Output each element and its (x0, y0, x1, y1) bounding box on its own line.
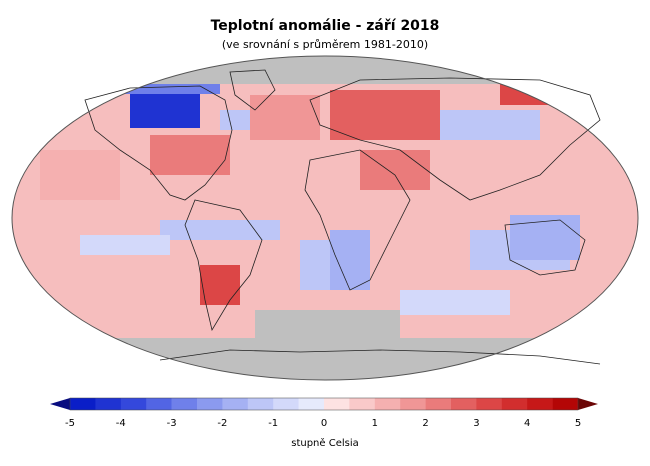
cold-canada (130, 90, 200, 128)
color-scale-tick-label: 5 (574, 418, 582, 429)
color-scale-segment (95, 398, 122, 410)
color-scale-tick-label: -5 (65, 418, 75, 429)
color-scale-segment (298, 398, 325, 410)
warm-north-atlantic (250, 95, 320, 140)
no-data-south-pacific (255, 310, 400, 340)
north-america-outline (84, 85, 233, 201)
cold-tropics-pacific (160, 220, 280, 240)
eurasia-outline (309, 77, 601, 201)
color-scale-segment (527, 398, 553, 410)
color-scale-segment (171, 398, 198, 410)
africa-outline (304, 149, 411, 291)
color-scale-tick-label: 3 (473, 418, 480, 429)
color-scale-segment (222, 398, 249, 410)
color-scale-segment (197, 398, 223, 410)
color-scale-segment (374, 398, 401, 410)
color-scale-tick-label: -3 (166, 418, 177, 429)
color-scale-tick-label: -2 (217, 418, 228, 429)
color-scale-segment (273, 398, 299, 410)
cold-africa (330, 230, 370, 290)
warm-europe (330, 90, 440, 140)
warm-east-usa (150, 135, 230, 175)
color-scale-segment (349, 398, 376, 410)
color-scale-tick-label: 2 (422, 418, 429, 429)
color-scale-segment (324, 398, 350, 410)
cold-asia (430, 110, 540, 140)
color-scale-tick-label: -4 (115, 418, 126, 429)
color-scale-segment (146, 398, 172, 410)
south-america-outline (184, 199, 263, 332)
no-data-antarctic (12, 338, 638, 380)
color-scale-segment (552, 398, 579, 410)
color-scale-segment (247, 398, 274, 410)
color-scale-segment (451, 398, 477, 410)
color-scale-segment (400, 398, 426, 410)
color-scale-segment (70, 398, 96, 410)
color-scale-tick-label: 0 (320, 418, 328, 429)
color-scale-border (69, 397, 579, 411)
color-scale-segment (501, 398, 528, 410)
greenland-outline (229, 69, 276, 111)
warm-east-pacific (40, 150, 120, 200)
australia-outline (504, 219, 586, 276)
coastlines (84, 69, 601, 365)
color-scale-tick-label: 4 (524, 418, 531, 429)
warm-middle-east (360, 150, 430, 190)
color-scale-max-arrow (578, 398, 598, 410)
warm-south-america (200, 265, 240, 305)
color-scale-segment (425, 398, 452, 410)
map-title: Teplotní anomálie - září 2018 (210, 18, 440, 34)
color-scale-segment (476, 398, 503, 410)
color-scale-segment (120, 398, 147, 410)
globe-border (11, 55, 639, 381)
cold-canada-edge (120, 84, 220, 94)
cold-south-pacific (80, 235, 170, 255)
color-scale-tick-label: -1 (268, 418, 279, 429)
color-scale-unit: stupně Celsia (291, 438, 359, 449)
map-subtitle: (ve srovnání s průměrem 1981-2010) (221, 38, 429, 51)
antarctica-outline (159, 349, 601, 365)
color-scale-tick-label: 1 (371, 418, 378, 429)
cold-australia (510, 215, 580, 260)
cold-south-indian (400, 290, 510, 315)
color-scale-min-arrow (50, 398, 70, 410)
